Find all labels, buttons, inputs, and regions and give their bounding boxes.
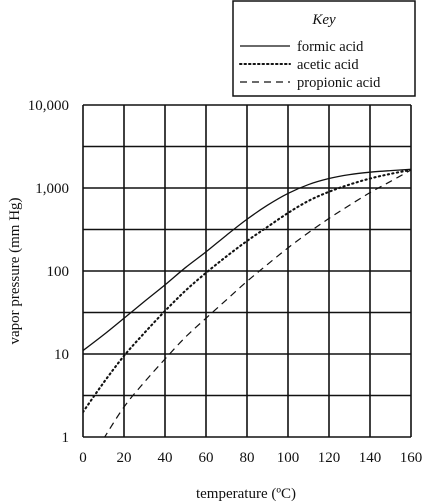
series-line-acetic-acid <box>83 168 411 414</box>
y-tick-label: 100 <box>47 264 70 280</box>
y-tick-label: 1 <box>62 430 70 446</box>
x-tick-label: 20 <box>117 450 132 466</box>
plot-grid <box>82 104 412 438</box>
legend: Key formic acid acetic acid propionic ac… <box>232 0 416 97</box>
x-tick-labels: 0 20 40 60 80 100 120 140 160 <box>79 450 422 466</box>
x-tick-label: 40 <box>158 450 173 466</box>
y-tick-label: 10,000 <box>28 98 69 114</box>
series-line-propionic-acid <box>103 169 411 437</box>
legend-label-formic: formic acid <box>297 39 364 55</box>
x-tick-label: 60 <box>199 450 214 466</box>
y-tick-label: 1,000 <box>35 181 69 197</box>
legend-label-propionic: propionic acid <box>297 75 381 91</box>
series-lines <box>83 168 411 437</box>
x-tick-label: 140 <box>359 450 382 466</box>
x-axis-title: temperature (ºC) <box>196 486 296 502</box>
x-tick-label: 80 <box>240 450 255 466</box>
x-tick-label: 100 <box>277 450 300 466</box>
y-tick-labels: 1 10 100 1,000 10,000 <box>28 98 69 446</box>
y-axis-title: vapor pressure (mm Hg) <box>7 197 23 344</box>
legend-title: Key <box>311 12 336 28</box>
series-line-formic-acid <box>83 168 411 352</box>
y-tick-label: 10 <box>54 347 69 363</box>
legend-box <box>232 0 416 97</box>
x-tick-label: 160 <box>400 450 423 466</box>
x-tick-label: 120 <box>318 450 341 466</box>
legend-label-acetic: acetic acid <box>297 57 359 73</box>
x-tick-label: 0 <box>79 450 87 466</box>
